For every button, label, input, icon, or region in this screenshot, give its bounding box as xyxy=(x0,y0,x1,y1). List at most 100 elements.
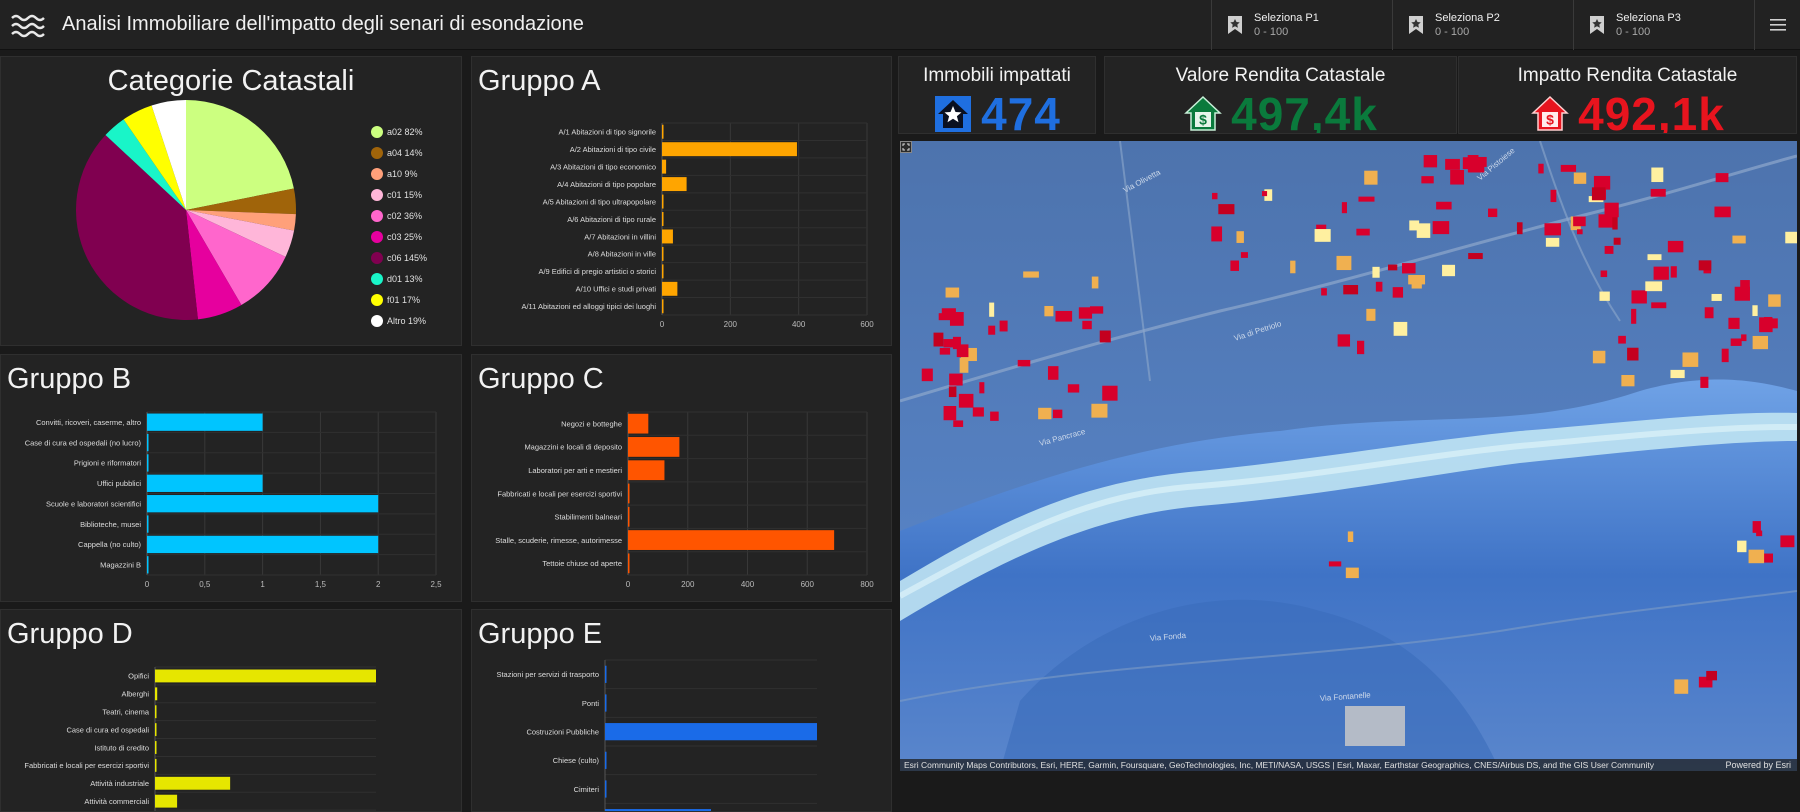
building[interactable] xyxy=(1211,226,1223,242)
building[interactable] xyxy=(1737,540,1747,553)
pie-slice-f01[interactable] xyxy=(123,105,186,210)
building[interactable] xyxy=(1573,216,1586,227)
bar[interactable] xyxy=(628,530,835,550)
building[interactable] xyxy=(1704,307,1714,319)
building[interactable] xyxy=(1408,275,1426,285)
select-p2-button[interactable]: Seleziona P2 0 - 100 xyxy=(1392,0,1573,50)
building[interactable] xyxy=(1052,409,1063,419)
pie-slice-c02[interactable] xyxy=(186,210,286,306)
building[interactable] xyxy=(1573,172,1587,184)
building[interactable] xyxy=(956,344,969,358)
building[interactable] xyxy=(1785,231,1797,244)
building[interactable] xyxy=(972,407,984,417)
bar[interactable] xyxy=(628,413,649,434)
building[interactable] xyxy=(1732,235,1746,244)
legend-label[interactable]: c02 36% xyxy=(387,211,422,221)
building[interactable] xyxy=(1055,310,1073,322)
pie-slice-a04[interactable] xyxy=(186,188,297,215)
building[interactable] xyxy=(1488,208,1498,218)
building[interactable] xyxy=(1411,282,1422,289)
bar[interactable] xyxy=(628,483,630,504)
building[interactable] xyxy=(1468,253,1483,260)
building[interactable] xyxy=(1740,280,1750,291)
bar[interactable] xyxy=(155,723,157,737)
building[interactable] xyxy=(1047,366,1059,380)
building[interactable] xyxy=(989,302,995,317)
building[interactable] xyxy=(1600,270,1608,278)
bar[interactable] xyxy=(155,741,157,754)
bar[interactable] xyxy=(628,460,665,481)
building[interactable] xyxy=(949,373,963,386)
building[interactable] xyxy=(1667,240,1684,253)
building[interactable] xyxy=(941,308,956,316)
building[interactable] xyxy=(1038,407,1052,420)
building[interactable] xyxy=(1577,229,1583,235)
bar[interactable] xyxy=(605,723,817,741)
bar[interactable] xyxy=(628,506,630,527)
building[interactable] xyxy=(1516,222,1523,235)
building[interactable] xyxy=(1545,237,1560,247)
building[interactable] xyxy=(1290,260,1296,274)
bar[interactable] xyxy=(662,124,664,139)
bar[interactable] xyxy=(155,776,231,790)
building[interactable] xyxy=(1647,254,1662,261)
building[interactable] xyxy=(1445,158,1460,170)
building[interactable] xyxy=(948,386,957,398)
building[interactable] xyxy=(1212,192,1218,200)
building[interactable] xyxy=(939,347,951,355)
building[interactable] xyxy=(1592,350,1606,364)
menu-button[interactable] xyxy=(1754,0,1800,50)
bar[interactable] xyxy=(155,794,178,808)
building[interactable] xyxy=(1670,369,1685,379)
building[interactable] xyxy=(1357,340,1365,355)
building[interactable] xyxy=(1392,287,1404,298)
bar[interactable] xyxy=(147,556,149,574)
building[interactable] xyxy=(1387,264,1398,271)
building[interactable] xyxy=(1462,157,1472,170)
building[interactable] xyxy=(1544,223,1562,236)
building[interactable] xyxy=(1442,264,1456,277)
building[interactable] xyxy=(1653,266,1669,280)
building[interactable] xyxy=(1089,306,1104,314)
building[interactable] xyxy=(1236,231,1244,243)
building[interactable] xyxy=(1356,228,1370,236)
building[interactable] xyxy=(1698,676,1713,688)
building[interactable] xyxy=(1091,276,1099,289)
bar[interactable] xyxy=(155,705,157,719)
building[interactable] xyxy=(1450,169,1465,185)
bar[interactable] xyxy=(155,687,158,701)
bar[interactable] xyxy=(662,281,678,296)
building[interactable] xyxy=(1044,305,1054,317)
bar[interactable] xyxy=(147,433,149,452)
building[interactable] xyxy=(1067,384,1080,393)
bar[interactable] xyxy=(662,142,797,157)
building[interactable] xyxy=(979,382,985,394)
legend-label[interactable]: d01 13% xyxy=(387,274,423,284)
building[interactable] xyxy=(1416,223,1431,238)
bar[interactable] xyxy=(628,437,680,457)
bar[interactable] xyxy=(605,694,607,712)
select-p1-button[interactable]: Seleziona P1 0 - 100 xyxy=(1211,0,1392,50)
building[interactable] xyxy=(959,357,969,373)
building[interactable] xyxy=(1706,670,1717,681)
map-canvas[interactable]: Via Olivetta Via di Petriolo Via Pancrac… xyxy=(900,141,1797,771)
bar[interactable] xyxy=(155,758,157,772)
bar[interactable] xyxy=(662,299,664,314)
building[interactable] xyxy=(1618,335,1626,344)
building[interactable] xyxy=(1421,176,1434,184)
pie-slice-a02[interactable] xyxy=(186,100,294,210)
bar[interactable] xyxy=(662,246,664,261)
building[interactable] xyxy=(1402,263,1416,274)
legend-label[interactable]: c03 25% xyxy=(387,232,422,242)
building[interactable] xyxy=(1262,191,1268,197)
building[interactable] xyxy=(1631,290,1647,304)
building[interactable] xyxy=(1538,163,1544,174)
bar[interactable] xyxy=(147,474,263,492)
building[interactable] xyxy=(988,325,996,335)
building[interactable] xyxy=(1230,260,1239,271)
building[interactable] xyxy=(1314,229,1331,242)
building[interactable] xyxy=(1372,266,1380,278)
building[interactable] xyxy=(1328,561,1342,567)
building[interactable] xyxy=(1218,204,1235,215)
building[interactable] xyxy=(999,320,1008,332)
